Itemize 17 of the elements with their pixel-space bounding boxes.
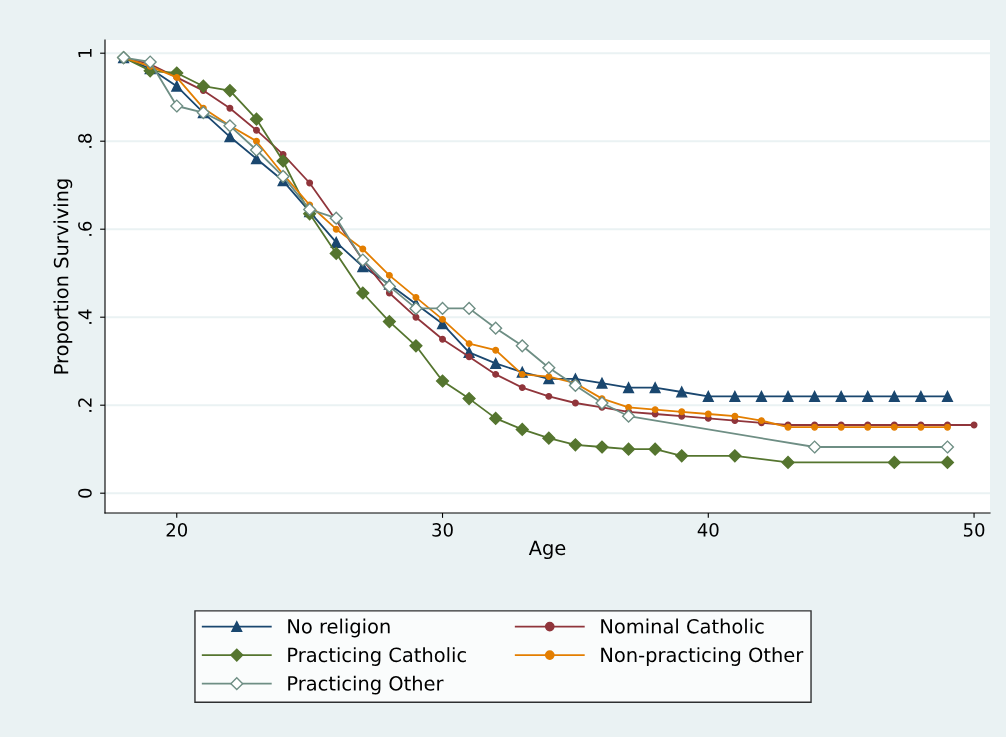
x-axis-title: Age bbox=[528, 540, 566, 560]
legend-label: Non-practicing Other bbox=[601, 647, 804, 666]
legend-label: Practicing Catholic bbox=[288, 647, 466, 666]
y-tick-label: .4 bbox=[78, 309, 92, 324]
legend-label: Practicing Other bbox=[288, 675, 444, 695]
y-tick-label: .8 bbox=[78, 133, 92, 148]
x-tick-label: 50 bbox=[963, 523, 985, 537]
x-tick-label: 20 bbox=[166, 523, 188, 537]
y-tick-label: 0 bbox=[78, 488, 92, 498]
y-tick-label: .2 bbox=[78, 398, 92, 412]
legend-label: No religion bbox=[288, 618, 390, 638]
y-tick-label: 1 bbox=[78, 49, 92, 57]
x-tick-label: 40 bbox=[697, 523, 719, 537]
x-tick-label: 30 bbox=[432, 523, 453, 537]
y-tick-label: .6 bbox=[78, 221, 92, 236]
legend-label: Nominal Catholic bbox=[601, 618, 764, 634]
y-axis-title: Proportion Surviving bbox=[53, 179, 73, 374]
